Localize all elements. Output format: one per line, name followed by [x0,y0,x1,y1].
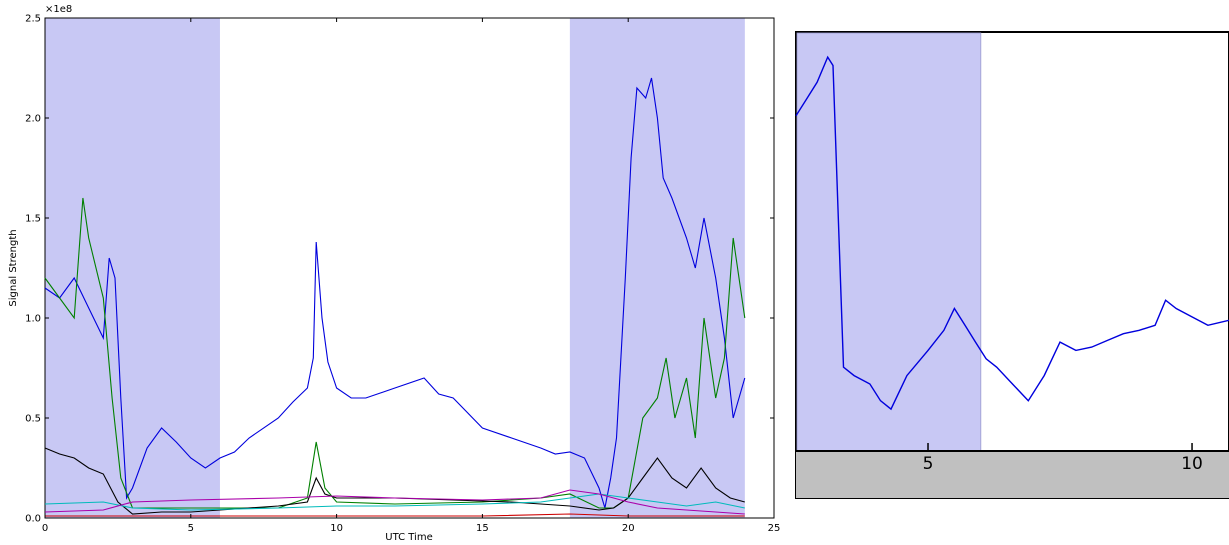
y-tick-label: 0.5 [25,414,41,425]
x-tick-label: 0 [42,523,48,534]
inset-axis-band [796,451,1229,498]
shaded-region-1 [569,18,745,518]
y-tick-label: 1.5 [25,214,41,225]
y-tick-label: 0.0 [25,514,41,525]
inset-x-axis-ticks: 5 10 [923,443,1203,474]
y-multiplier: ×1e8 [45,4,72,15]
shaded-regions [45,18,745,518]
y-tick-label: 1.0 [25,314,41,325]
inset-shaded-regions [796,32,982,452]
x-tick-label: 15 [476,523,489,534]
series-line-0 [44,77,746,509]
series-lines [44,77,746,517]
y-axis-label: Signal Strength [8,229,19,306]
x-axis-label: UTC Time [385,532,432,543]
y-tick-label: 2.5 [25,14,41,25]
x-tick-label: 10 [330,523,343,534]
inset-chart: 5 10 [795,31,1229,499]
inset-series-line-0 [795,55,1229,411]
inset-shaded-region-0 [796,32,982,452]
inset-x-tick-label: 5 [923,454,934,474]
y-axis-ticks: 0.0 0.5 1.0 1.5 2.0 2.5 [25,14,774,525]
x-tick-label: 5 [188,523,194,534]
x-axis-ticks: 0 5 10 15 20 25 [42,18,781,534]
inset-x-tick-label: 10 [1181,454,1203,474]
main-plot-frame [44,17,775,519]
shaded-region-0 [45,18,220,518]
main-chart: 0 5 10 15 20 25 0.0 0.5 1.0 1.5 2.0 2.5 ×1e8 UTC T… [8,4,780,543]
inset-series-lines [795,55,1229,411]
series-line-4 [44,489,745,515]
series-line-1 [44,197,746,509]
x-tick-label: 20 [622,523,635,534]
y-tick-label: 2.0 [25,114,41,125]
x-tick-label: 25 [768,523,781,534]
series-line-3 [44,493,745,511]
